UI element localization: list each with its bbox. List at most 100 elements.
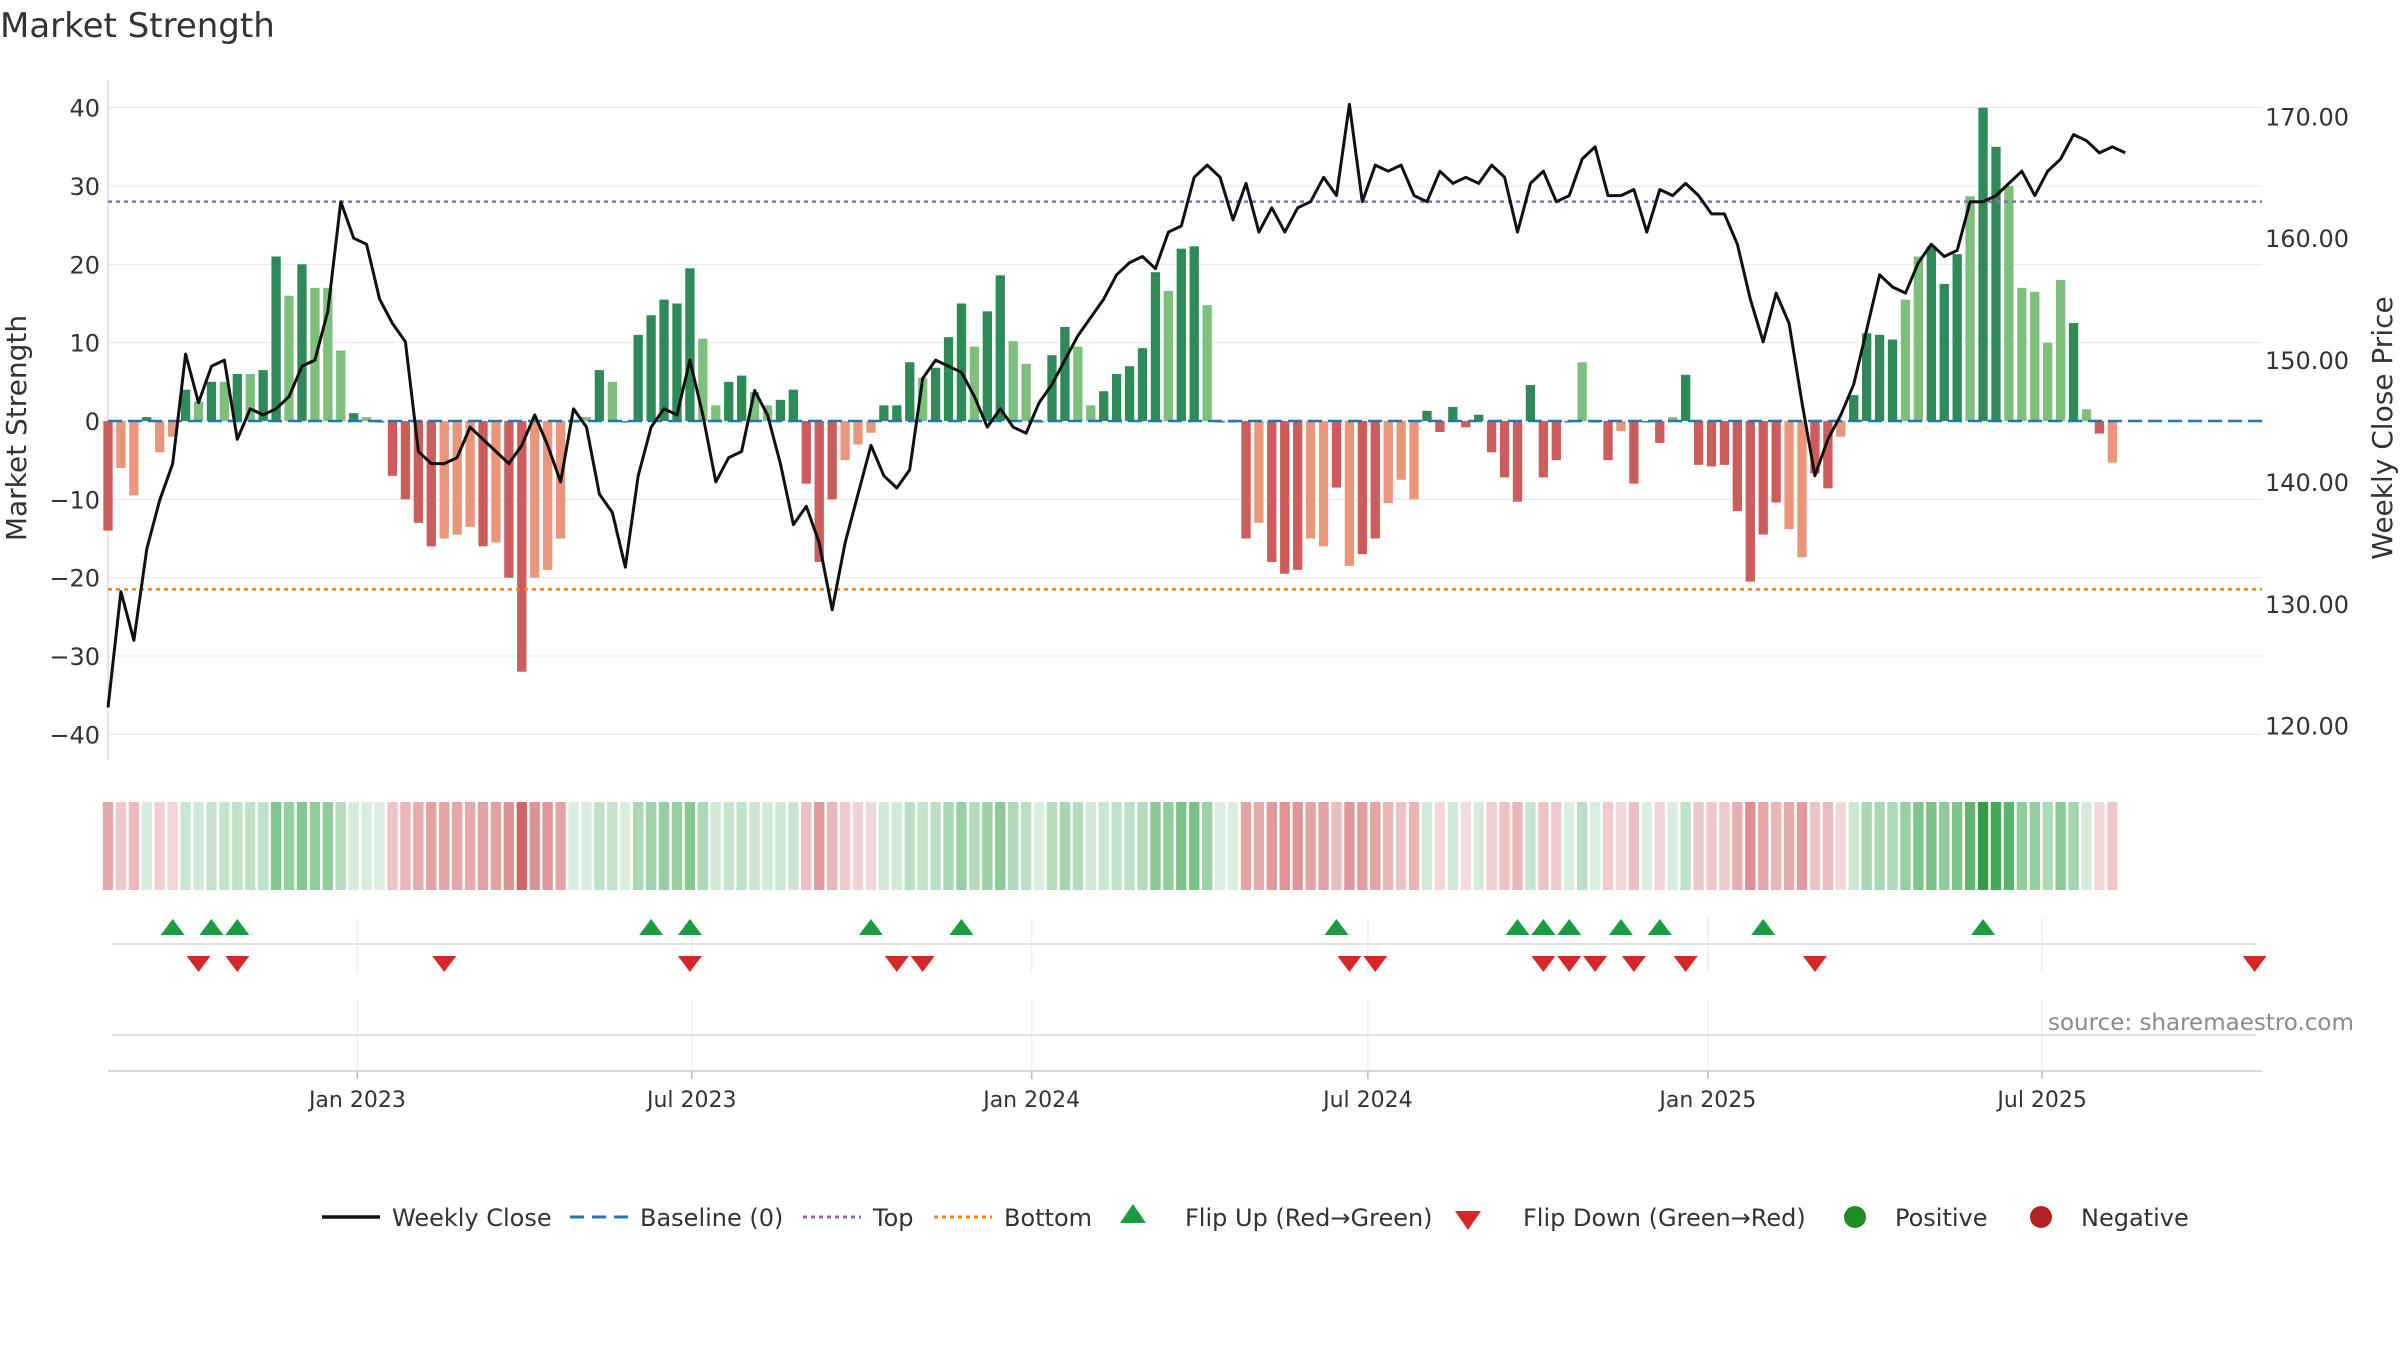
strength-bar <box>1487 421 1497 453</box>
heat-cell <box>982 802 993 890</box>
heat-cell <box>1008 802 1019 890</box>
strength-bar <box>1008 341 1018 421</box>
y-tick-label-left: 30 <box>69 173 100 201</box>
strength-bar <box>1862 333 1872 421</box>
strength-bar <box>504 421 514 578</box>
legend-label: Positive <box>1895 1204 1988 1232</box>
heat-cell <box>969 802 980 890</box>
heat-cell <box>1719 802 1730 890</box>
y-tick-label-left: −20 <box>49 565 100 593</box>
strength-bar <box>349 413 359 421</box>
strength-bar <box>633 334 643 421</box>
heat-cell <box>374 802 385 890</box>
strength-bar <box>1668 417 1678 421</box>
strength-bar <box>1551 421 1561 461</box>
flip-down-marker <box>186 956 211 972</box>
strength-bar <box>219 381 230 421</box>
heat-cell <box>1654 802 1665 890</box>
strength-bar <box>1331 421 1342 488</box>
legend-item: Positive <box>1844 1204 1988 1232</box>
strength-bar <box>1137 348 1148 421</box>
heat-cell <box>1577 802 1588 890</box>
strength-bar <box>982 311 992 421</box>
heat-cell <box>1589 802 1601 890</box>
y-axis-title-left: Market Strength <box>0 315 33 541</box>
heat-cell <box>1874 802 1885 890</box>
flip-down-marker <box>1363 956 1388 972</box>
strength-bar <box>801 421 811 484</box>
strength-bar <box>1693 421 1704 465</box>
strength-bar <box>879 405 889 421</box>
heat-cell <box>697 802 709 890</box>
strength-bar <box>775 399 786 421</box>
strength-bar <box>1280 421 1290 574</box>
strength-bar <box>1176 248 1186 421</box>
strength-bar <box>1370 421 1380 539</box>
strength-bar <box>1086 405 1096 421</box>
heat-cell <box>348 802 359 890</box>
heat-cell <box>749 802 760 890</box>
strength-bar <box>607 381 617 421</box>
strength-bar <box>1538 421 1549 478</box>
legend-label: Baseline (0) <box>640 1204 783 1232</box>
y-tick-label-left: 0 <box>85 408 100 436</box>
strength-bar <box>1810 421 1820 474</box>
y-tick-label-left: 10 <box>69 330 100 358</box>
strength-bar <box>995 275 1005 421</box>
strength-bar <box>1448 406 1458 421</box>
heat-cell <box>1900 802 1911 890</box>
legend-swatch <box>1455 1211 1481 1230</box>
heat-cell <box>1952 802 1963 890</box>
strength-bar <box>155 421 165 453</box>
heat-cell <box>878 802 890 890</box>
strength-bar <box>271 256 281 421</box>
strength-bar <box>749 392 760 421</box>
heat-cell <box>542 802 553 890</box>
strength-bar <box>788 389 799 421</box>
strength-bar <box>853 421 863 445</box>
heat-cell <box>1848 802 1859 890</box>
strength-bar <box>2017 287 2027 421</box>
strength-bar <box>594 370 605 421</box>
legend-label: Bottom <box>1004 1204 1092 1232</box>
heat-cell <box>1913 802 1924 890</box>
y-tick-label-left: 40 <box>69 95 100 123</box>
heat-cell <box>1732 802 1743 890</box>
flip-down-marker <box>1673 956 1698 972</box>
strength-bar <box>581 417 592 421</box>
heat-cell <box>503 802 515 890</box>
flip-down-marker <box>1557 956 1582 972</box>
heat-cell <box>658 802 670 890</box>
heat-cell <box>1693 802 1704 890</box>
strength-bar <box>685 268 695 421</box>
strength-bar <box>1887 339 1898 421</box>
heat-cell <box>1344 802 1355 890</box>
heat-cell <box>464 802 476 890</box>
strength-bar <box>1706 421 1717 467</box>
heat-cell <box>1253 802 1265 890</box>
heat-cell <box>283 802 295 890</box>
strength-bar <box>1823 421 1833 489</box>
strength-bar <box>1422 410 1432 421</box>
strength-bar <box>1991 146 2001 422</box>
heat-cell <box>2107 802 2118 890</box>
flip-up-marker <box>949 919 974 935</box>
heat-cell <box>581 802 592 890</box>
heat-cell <box>180 802 191 890</box>
heat-cell <box>1020 802 1032 890</box>
flip-up-marker <box>858 919 883 935</box>
strength-bar <box>1124 366 1135 421</box>
strength-bar <box>116 421 126 468</box>
y-tick-label-left: −30 <box>49 643 100 671</box>
heat-cell <box>1137 802 1148 890</box>
strength-bar <box>1719 421 1730 465</box>
strength-bar <box>1474 414 1484 421</box>
heat-cell <box>568 802 579 890</box>
heat-cell <box>2068 802 2079 890</box>
y-tick-label-right: 140.00 <box>2265 469 2349 497</box>
strength-bar <box>918 377 928 421</box>
strength-bar <box>232 374 242 421</box>
heat-cell <box>400 802 411 890</box>
strength-bar <box>1435 421 1445 432</box>
heat-cell <box>361 802 372 890</box>
